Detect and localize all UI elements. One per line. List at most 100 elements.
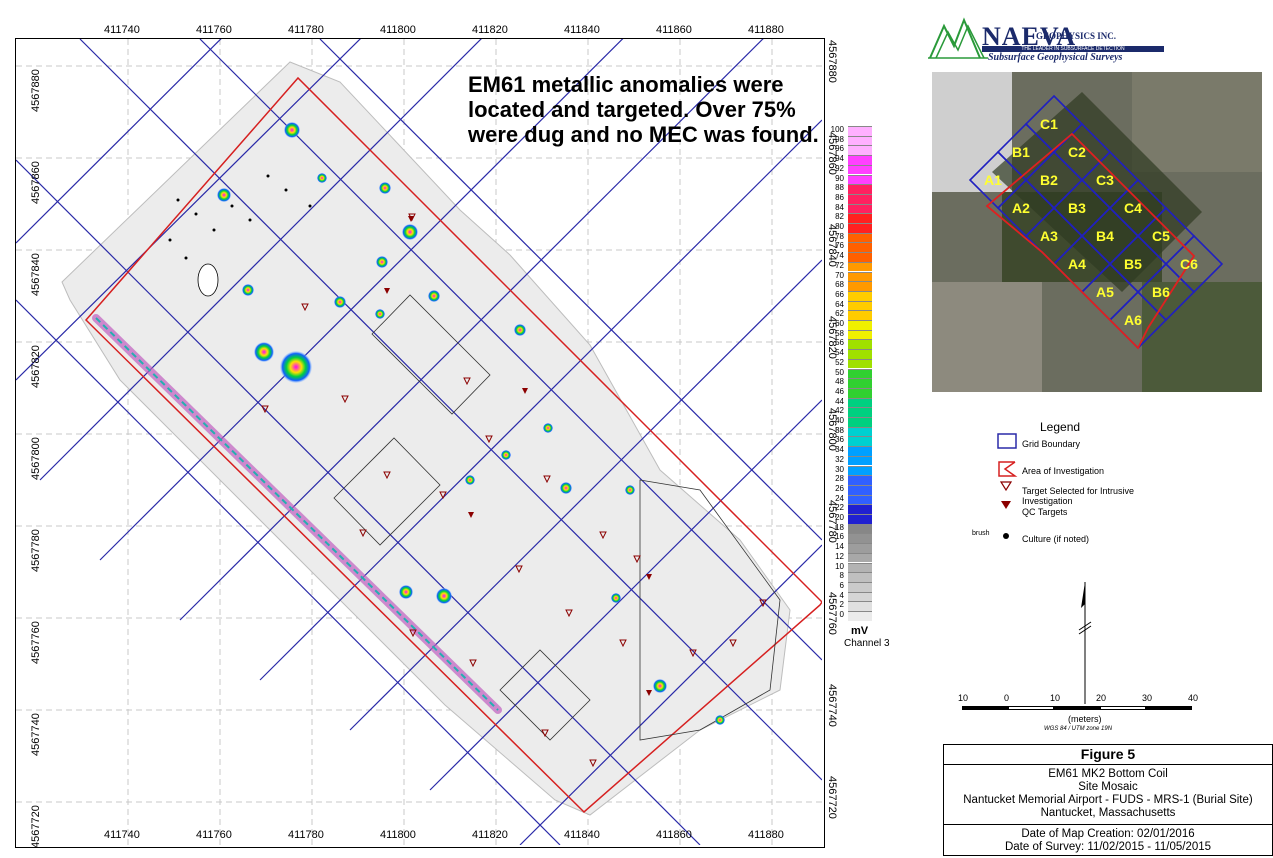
colorbar-tick-label: 82 [835,212,844,222]
title-line4: Nantucket, Massachusetts [1040,807,1176,819]
legend-area: Area of Investigation [1022,466,1105,476]
colorbar-swatch [848,358,872,369]
colorbar-tick-label: 8 [839,571,844,581]
colorbar-swatch [848,552,872,563]
colorbar-swatch [848,436,872,447]
colorbar-swatch [848,387,872,398]
x-tick-bottom: 411800 [380,829,416,841]
naeva-logo-icon [928,17,988,59]
colorbar-tick-label: 32 [835,454,844,464]
colorbar-tick-label: 10 [835,561,844,571]
qc-targets [384,216,652,696]
x-tick-bottom: 411760 [196,829,232,841]
colorbar-swatch [848,223,872,233]
colorbar-channel: Channel 3 [844,638,890,649]
colorbar-tick-label: 76 [835,241,844,251]
colorbar-swatch [848,475,872,485]
x-tick-bottom: 411880 [748,829,784,841]
colorbar-swatch [848,601,872,611]
colorbar-tick-label: 84 [835,202,844,212]
colorbar-tick-label: 38 [835,425,844,435]
inset-grid-label: B3 [1068,200,1086,216]
colorbar-tick-label: 78 [835,231,844,241]
colorbar-tick-label: 96 [835,144,844,154]
colorbar-swatch [848,261,872,272]
colorbar-swatch [848,174,872,185]
y-tick-right: 4567720 [826,776,838,819]
y-tick-left: 4567820 [30,345,42,388]
title-line2: Site Mosaic [1078,781,1138,793]
inset-grid-label: C5 [1152,228,1170,244]
colorbar-tick-label: 22 [835,503,844,513]
inset-aerial-map: C1 B1 C2 A1 B2 C3 A2 B3 C4 A3 B4 C5 A4 B5 C6 A5 B6 A6 [932,72,1262,392]
colorbar-tick-label: 16 [835,532,844,542]
colorbar-tick-label: 14 [835,542,844,552]
colorbar-swatch [848,514,872,524]
x-tick-top: 411880 [748,24,784,36]
colorbar-swatch [848,145,872,156]
target-icon [999,481,1013,492]
colorbar-tick-label: 92 [835,163,844,173]
colorbar-tick-label: 0 [839,610,844,619]
colorbar-swatch [848,320,872,330]
y-tick-left: 4567720 [30,805,42,848]
linear-anomaly [92,314,502,714]
scale-projection: WGS 84 / UTM zone 19N [1044,726,1113,732]
inset-grid-label: C1 [1040,116,1058,132]
x-tick-bottom: 411740 [104,829,140,841]
colorbar-swatch [848,591,872,602]
colorbar-tick-label: 28 [835,474,844,484]
colorbar-tick-label: 18 [835,522,844,532]
legend-target: Target Selected for Intrusive Investigat… [1022,486,1135,506]
colorbar-tick-label: 66 [835,289,844,299]
logo-banner: THE LEADER IN SUBSURFACE DETECTION [982,46,1164,52]
inset-grid-label: A3 [1040,228,1058,244]
colorbar-tick-label: 70 [835,270,844,280]
colorbar-tick-label: 12 [835,551,844,561]
y-tick-left: 4567800 [30,437,42,480]
colorbar-tick-label: 86 [835,192,844,202]
callout-text: EM61 metallic anomalies were located and… [468,72,819,147]
inset-grid-label: C2 [1068,144,1086,160]
inset-grid-label: A6 [1124,312,1142,328]
map-frame [15,38,825,848]
y-tick-left: 4567840 [30,253,42,296]
colorbar-tick-label: 74 [835,251,844,261]
colorbar-tick-label: 4 [839,590,844,600]
colorbar-swatch [848,349,872,359]
colorbar-swatch [848,465,872,476]
scale-segment [1146,706,1192,710]
y-tick-left: 4567760 [30,621,42,664]
area-investigation-icon [998,461,1018,477]
scale-segment [962,706,1008,710]
colorbar-swatch [848,339,872,350]
scale-segment [1100,706,1146,710]
date-creation: Date of Map Creation: 02/01/2016 [1021,828,1195,840]
colorbar-swatch [848,135,872,146]
inset-grid-label: B1 [1012,144,1030,160]
figure-title: Figure 5 [944,745,1272,765]
colorbar-swatch [848,213,872,223]
scale-tick-label: 40 [1188,693,1199,703]
colorbar-swatch [848,310,872,320]
survey-mosaic [61,61,791,816]
colorbar-tick-label: 54 [835,348,844,358]
colorbar-swatch [848,164,872,175]
colorbar-tick-label: 60 [835,319,844,328]
colorbar-tick-label: 6 [839,580,844,590]
culture-dots [168,174,312,260]
date-survey: Date of Survey: 11/02/2015 - 11/05/2015 [1004,841,1212,853]
colorbar-swatch [848,300,872,311]
inset-grid-label: C3 [1096,172,1114,188]
colorbar-tick-label: 2 [839,600,844,610]
x-tick-top: 411780 [288,24,324,36]
legend-title: Legend [1040,420,1081,434]
colorbar-tick-label: 98 [835,134,844,144]
colorbar [848,126,872,621]
colorbar-swatch [848,523,872,534]
north-arrow-icon [1078,582,1092,704]
scale-tick-label: 10 [958,693,969,703]
grid-boundary-icon [997,433,1017,449]
colorbar-swatch [848,193,872,204]
